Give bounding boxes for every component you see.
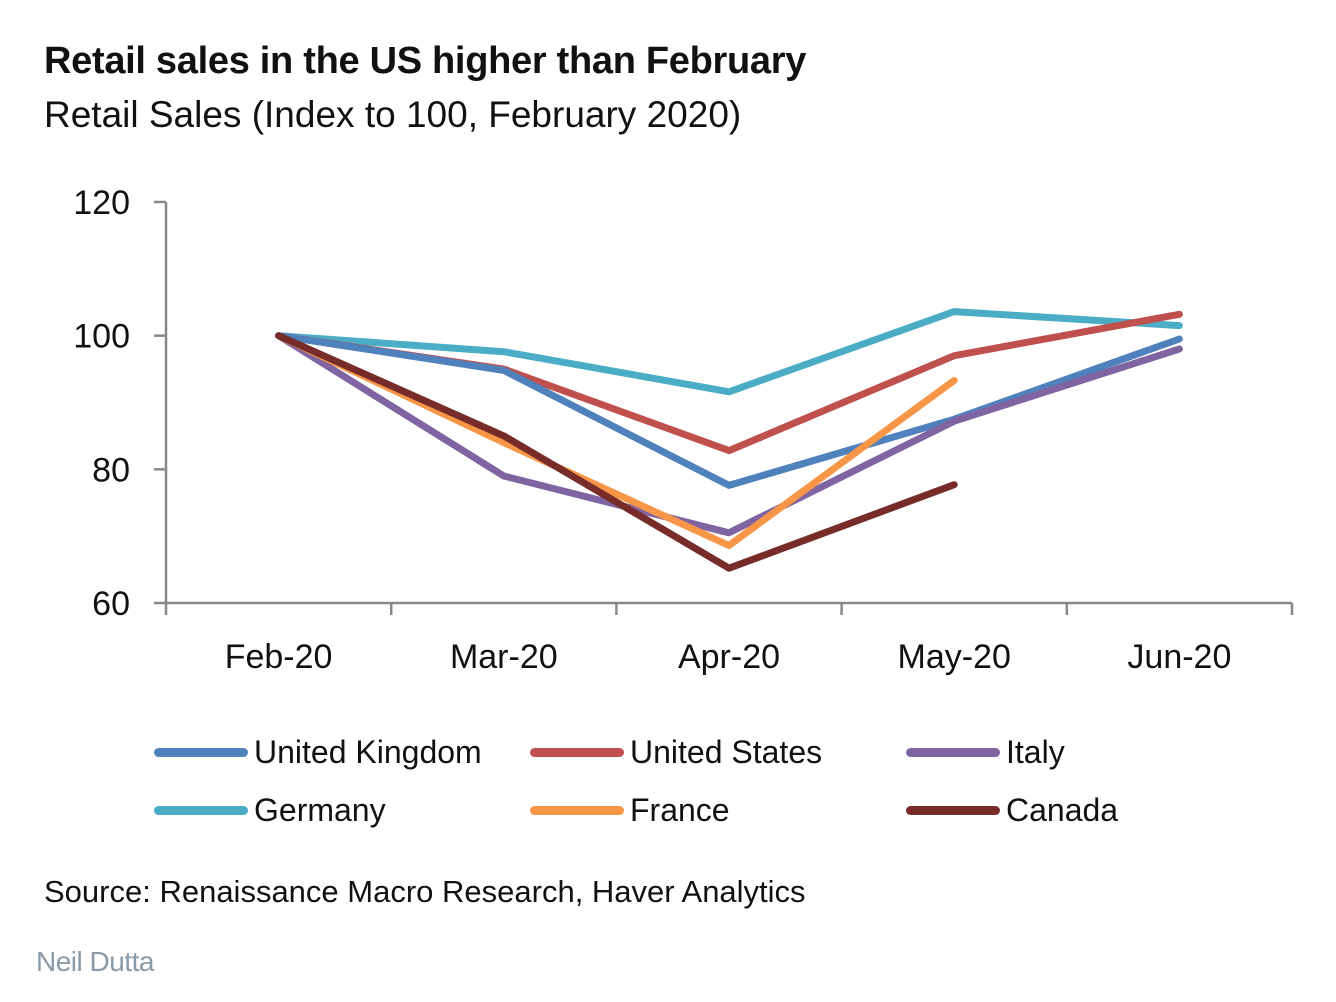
chart-title: Retail sales in the US higher than Febru… xyxy=(44,40,807,82)
legend-label: United States xyxy=(630,733,823,770)
chart-subtitle: Retail Sales (Index to 100, February 202… xyxy=(44,94,742,135)
author-name: Neil Dutta xyxy=(36,946,154,977)
source-note: Source: Renaissance Macro Research, Have… xyxy=(44,874,806,909)
legend-item: Italy xyxy=(906,732,1065,772)
legend-item: France xyxy=(530,790,730,830)
legend-item: United Kingdom xyxy=(154,732,482,772)
x-tick-label: Feb-20 xyxy=(225,638,333,676)
series-line-united-kingdom xyxy=(275,332,1183,489)
x-tick-label: Mar-20 xyxy=(450,638,558,676)
legend-swatch xyxy=(530,747,624,757)
legend-swatch xyxy=(154,747,248,757)
legend-item: Canada xyxy=(906,790,1118,830)
y-tick-label: 80 xyxy=(92,451,130,489)
x-tick-label: Apr-20 xyxy=(678,638,780,676)
series-line-france xyxy=(275,332,958,549)
x-tick-label: Jun-20 xyxy=(1127,638,1231,676)
x-tick-label: May-20 xyxy=(898,638,1011,676)
legend-label: France xyxy=(630,791,730,828)
legend-swatch xyxy=(154,805,248,815)
legend-item: Germany xyxy=(154,790,386,830)
y-tick-label: 120 xyxy=(73,184,130,222)
series-line-canada xyxy=(275,332,958,572)
legend-swatch xyxy=(530,805,624,815)
chart-legend: United Kingdom United States Italy Germany F… xyxy=(154,730,1154,850)
legend-swatch xyxy=(906,747,1000,757)
legend-item: United States xyxy=(530,732,822,772)
y-tick-label: 100 xyxy=(73,318,130,356)
line-chart: 60 80 100 120 Feb-20 Mar-20 Apr-20 May-20 Jun-20 xyxy=(73,184,1294,676)
legend-label: Italy xyxy=(1006,733,1065,770)
series-line-united-states xyxy=(275,310,1183,455)
legend-swatch xyxy=(906,805,1000,815)
series-line-italy xyxy=(275,332,1183,537)
y-tick-label: 60 xyxy=(92,585,130,623)
legend-label: United Kingdom xyxy=(254,733,482,770)
series-line-germany xyxy=(275,308,1183,396)
legend-label: Germany xyxy=(254,791,386,828)
legend-label: Canada xyxy=(1006,791,1119,828)
